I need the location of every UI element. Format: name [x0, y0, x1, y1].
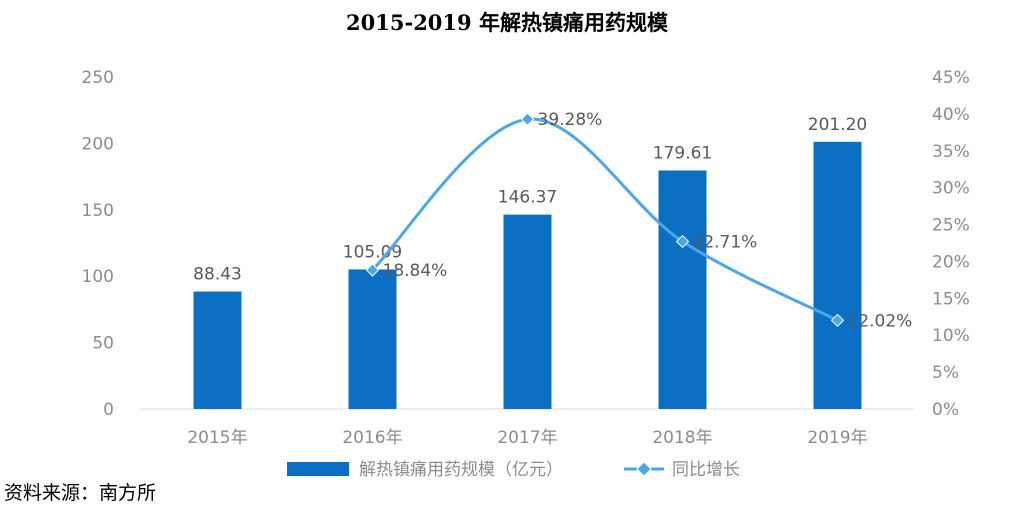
legend-label-line: 同比增长 [672, 460, 740, 480]
right-tick-label: 35% [932, 142, 970, 162]
bar-data-label: 105.09 [343, 242, 402, 262]
left-tick-label: 100 [82, 267, 114, 287]
line-point [830, 313, 845, 328]
line-point [520, 112, 535, 126]
bar [503, 214, 552, 409]
source-note: 资料来源：南方所 [4, 482, 157, 504]
line-point [675, 234, 690, 249]
growth-line [371, 117, 839, 322]
right-tick-label: 5% [932, 363, 959, 383]
bar-data-label: 179.61 [653, 143, 712, 163]
right-tick-label: 25% [932, 216, 970, 236]
legend: 解热镇痛用药规模（亿元） 同比增长 [287, 460, 740, 480]
left-tick-label: 0 [103, 400, 114, 420]
left-axis: 0 50 100 150 200 250 [82, 68, 114, 420]
line-data-label: 18.84% [383, 261, 448, 281]
bar-data-label: 201.20 [808, 115, 867, 135]
bar [658, 170, 707, 409]
line-data-label: 12.02% [848, 311, 913, 331]
legend-marker-diamond [636, 461, 652, 477]
left-tick-label: 200 [82, 134, 114, 154]
bar [193, 291, 242, 409]
right-tick-label: 40% [932, 105, 970, 125]
left-tick-label: 50 [92, 334, 114, 354]
legend-label-bar: 解热镇痛用药规模（亿元） [359, 460, 563, 480]
x-tick-label: 2019年 [807, 428, 867, 448]
bar-data-label: 88.43 [193, 265, 242, 285]
chart-title: 2015-2019 年解热镇痛用药规模 [346, 10, 669, 35]
right-tick-label: 20% [932, 252, 970, 272]
bar-data-label: 146.37 [498, 188, 557, 208]
right-tick-label: 30% [932, 179, 970, 199]
left-tick-label: 150 [82, 201, 114, 221]
line-data-label: 39.28% [538, 110, 603, 130]
right-tick-label: 10% [932, 326, 970, 346]
x-tick-label: 2015年 [187, 428, 247, 448]
x-tick-label: 2018年 [652, 428, 712, 448]
x-axis: 2015年 2016年 2017年 2018年 2019年 [187, 428, 867, 448]
line-data-label: 22.71% [693, 232, 758, 252]
bar [348, 269, 397, 409]
right-tick-label: 0% [932, 400, 959, 420]
bar [813, 141, 862, 409]
x-tick-label: 2017年 [497, 428, 557, 448]
line-labels: 18.84% 39.28% 22.71% 12.02% [383, 110, 913, 331]
x-tick-label: 2016年 [342, 428, 402, 448]
right-tick-label: 45% [932, 68, 970, 88]
bar-series [193, 141, 862, 409]
right-axis: 0% 5% 10% 15% 20% 25% 30% 35% 40% 45% [932, 68, 970, 420]
line-series [365, 112, 845, 328]
right-tick-label: 15% [932, 289, 970, 309]
left-tick-label: 250 [82, 68, 114, 88]
legend-swatch-bar [287, 462, 349, 476]
bar-labels: 88.43 105.09 146.37 179.61 201.20 [193, 115, 867, 285]
line-point [365, 263, 380, 277]
